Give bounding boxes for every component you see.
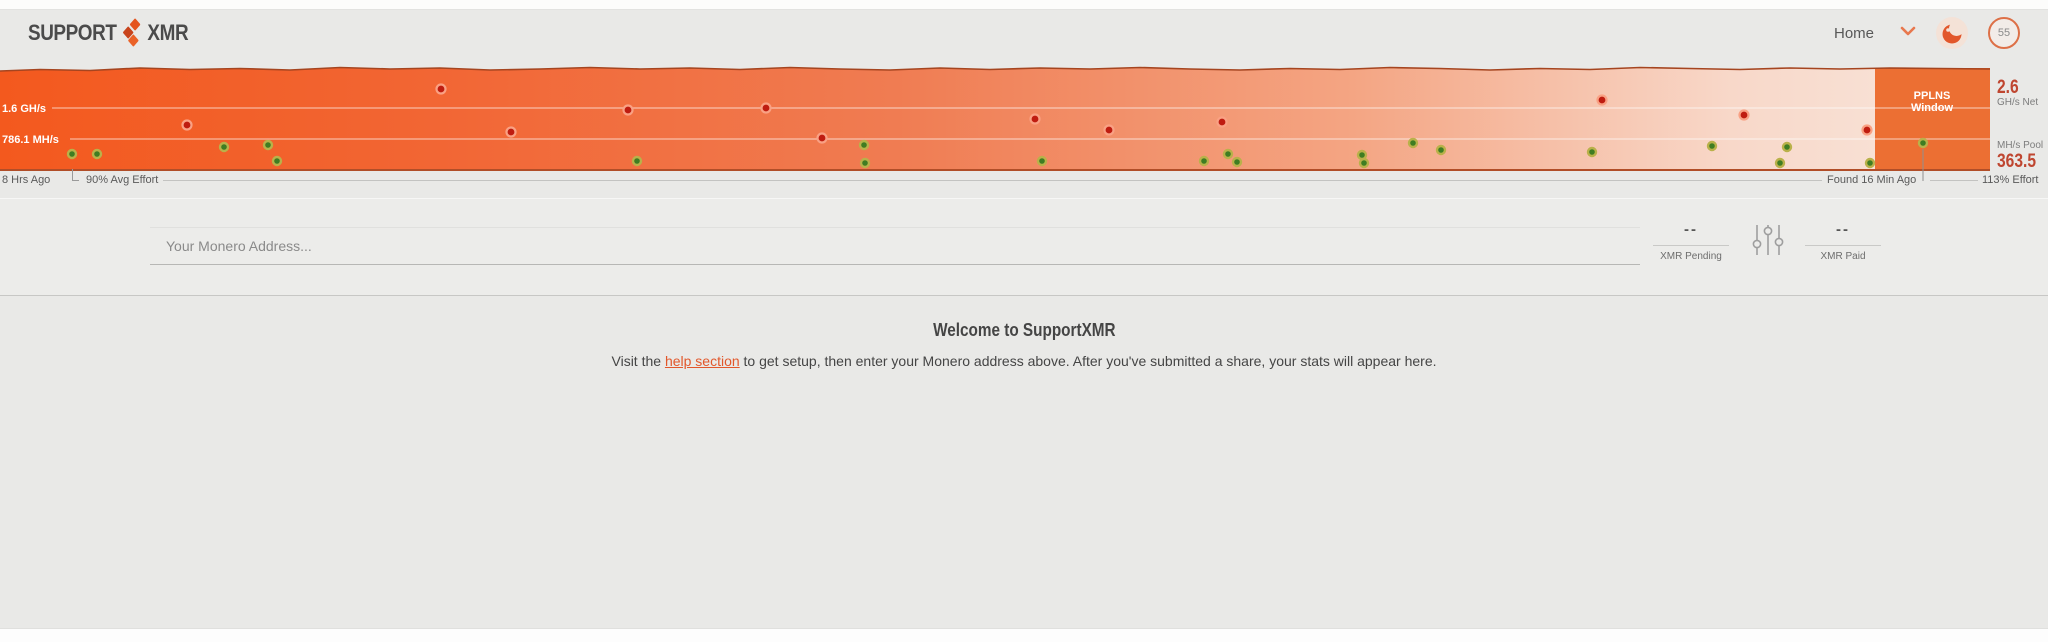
pplns-window-label-2: Window: [1911, 102, 1953, 114]
pplns-window-label-1: PPLNS: [1914, 90, 1951, 102]
top-strip: [0, 0, 2048, 10]
xmr-pending-stat: -- XMR Pending: [1649, 221, 1733, 262]
hashrate-blocks-chart: 1.6 GH/s 786.1 MH/s PPLNS Window: [0, 66, 1991, 181]
address-form-section: -- XMR Pending -- XMR Paid: [0, 198, 2048, 296]
pool-block-dots: [66, 137, 1929, 169]
pool-block-dot: [91, 148, 103, 160]
pool-block-dot: [1864, 157, 1876, 169]
nav-home[interactable]: Home: [1833, 24, 1874, 42]
network-block-dot: [1596, 94, 1608, 106]
pool-block-dot: [859, 157, 871, 169]
header: SUPPORT XMR Home 55: [0, 12, 2048, 54]
hashrate-area: [0, 67, 1990, 170]
pplns-window-region: [1875, 68, 1990, 170]
pool-block-dot: [1222, 148, 1234, 160]
network-block-dot: [816, 132, 828, 144]
divider: [1653, 245, 1729, 246]
hashrate-line: [0, 66, 1991, 72]
pool-block-dot: [218, 141, 230, 153]
network-block-dot: [1029, 113, 1041, 125]
xmr-paid-value: --: [1836, 221, 1850, 238]
help-section-link[interactable]: help section: [664, 353, 740, 369]
pool-hashrate-unit: MH/s Pool: [1997, 140, 2044, 151]
pool-block-dot: [1407, 137, 1419, 149]
pool-block-dot: [1781, 141, 1793, 153]
welcome-section: Welcome to SupportXMR Visit the help sec…: [0, 296, 2048, 628]
network-hashrate-value: 2.6: [1997, 77, 2019, 98]
axis-label-avg-effort: 90% Avg Effort: [86, 174, 159, 186]
network-hashrate-unit: GH/s Net: [1997, 96, 2039, 108]
bottom-strip: [0, 628, 2048, 642]
network-block-dot: [1738, 109, 1750, 121]
axis-line-right: [1930, 180, 1978, 181]
axis-line-left: [163, 180, 1822, 181]
monero-address-input[interactable]: [150, 227, 1640, 265]
supportxmr-logo-icon: [122, 18, 143, 47]
network-block-dot: [181, 119, 193, 131]
network-block-dot: [760, 102, 772, 114]
refresh-countdown-button[interactable]: 55: [1988, 17, 2020, 49]
logo-text-xmr: XMR: [147, 20, 189, 45]
pool-block-dot: [271, 155, 283, 167]
pool-hashrate-stat: MH/s Pool 363.5: [1997, 140, 2045, 172]
pool-block-dot: [262, 139, 274, 151]
pool-block-dot: [1198, 155, 1210, 167]
sliders-icon: [1752, 225, 1784, 255]
gridline-label-pool: 786.1 MH/s: [2, 134, 59, 146]
stats-settings-button[interactable]: [1750, 223, 1786, 257]
theme-toggle-button[interactable]: [1936, 17, 1968, 49]
pool-block-dot: [66, 148, 78, 160]
divider: [1805, 245, 1881, 246]
pool-block-dot: [631, 155, 643, 167]
supportxmr-logo[interactable]: SUPPORT XMR: [28, 18, 189, 47]
pool-block-dot: [1917, 137, 1929, 149]
gridline-label-net: 1.6 GH/s: [2, 103, 46, 115]
pool-block-dot: [1036, 155, 1048, 167]
xmr-paid-stat: -- XMR Paid: [1801, 221, 1885, 262]
pool-hashrate-value: 363.5: [1997, 150, 2036, 172]
xmr-paid-label: XMR Paid: [1820, 251, 1866, 262]
pool-block-dot: [1706, 140, 1718, 152]
network-block-dots: [181, 83, 1873, 144]
pool-block-dot: [1586, 146, 1598, 158]
header-right: Home 55: [1834, 17, 2020, 49]
network-block-dot: [435, 83, 447, 95]
network-block-dot: [1103, 124, 1115, 136]
pool-block-dot: [1358, 157, 1370, 169]
network-block-dot: [622, 104, 634, 116]
logo-text-support: SUPPORT: [28, 20, 117, 45]
refresh-countdown-value: 55: [1997, 27, 2011, 39]
axis-label-current-effort: 113% Effort: [1982, 174, 2039, 186]
network-hashrate-stat: 2.6 GH/s Net: [1997, 78, 2038, 108]
moon-icon: [1942, 21, 1964, 44]
axis-label-found: Found 16 Min Ago: [1827, 174, 1917, 186]
network-block-dot: [1216, 116, 1228, 128]
pool-block-dot: [1356, 149, 1368, 161]
network-block-dot: [1861, 124, 1873, 136]
welcome-body-prefix: Visit the: [611, 353, 665, 369]
welcome-body-suffix: to get setup, then enter your Monero add…: [739, 353, 1437, 369]
avg-effort-tick-foot: [72, 180, 79, 181]
xmr-pending-value: --: [1684, 221, 1698, 238]
welcome-body: Visit the help section to get setup, the…: [0, 353, 2048, 369]
welcome-title: Welcome to SupportXMR: [932, 320, 1116, 340]
axis-label-time-ago: 8 Hrs Ago: [2, 174, 51, 186]
pool-block-dot: [1435, 144, 1447, 156]
pool-block-dot: [1231, 156, 1243, 168]
pool-block-dot: [1774, 157, 1786, 169]
avg-effort-tick: [72, 169, 73, 180]
chevron-down-icon[interactable]: [1900, 24, 1916, 42]
xmr-pending-label: XMR Pending: [1660, 251, 1722, 262]
pool-block-dot: [858, 139, 870, 151]
network-block-dot: [505, 126, 517, 138]
